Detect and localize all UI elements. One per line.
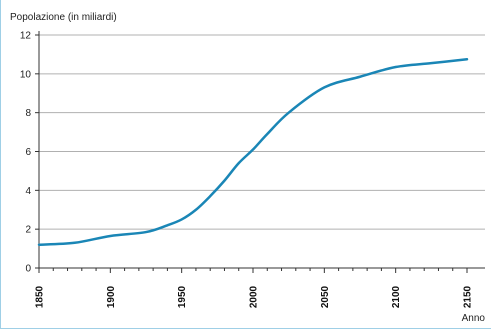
y-tick-label: 2 bbox=[25, 225, 31, 236]
grid-layer bbox=[39, 34, 485, 230]
x-tick-label: 1950 bbox=[177, 285, 188, 308]
x-axis-title: Anno bbox=[462, 313, 486, 324]
x-tick-label: 2000 bbox=[249, 285, 260, 308]
y-tick-label: 8 bbox=[25, 108, 31, 119]
y-tick-label: 12 bbox=[20, 31, 32, 42]
y-tick-label: 4 bbox=[25, 186, 31, 197]
y-tick-label: 0 bbox=[25, 264, 31, 275]
x-tick-label: 2050 bbox=[320, 285, 331, 308]
y-axis-title: Popolazione (in miliardi) bbox=[10, 12, 117, 23]
axis-layer bbox=[35, 31, 485, 273]
x-tick-label: 1850 bbox=[35, 285, 46, 308]
y-tick-label: 6 bbox=[25, 147, 31, 158]
series-layer bbox=[37, 58, 469, 246]
population-series-line bbox=[37, 58, 469, 246]
x-tick-label: 2150 bbox=[463, 285, 474, 308]
x-tick-label: 1900 bbox=[106, 285, 117, 308]
x-tick-label: 2100 bbox=[391, 285, 402, 308]
label-layer: 0 2 4 6 8 10 12 1850 1900 1950 2000 2050 2100 2150 bbox=[20, 31, 474, 309]
y-tick-label: 10 bbox=[20, 69, 32, 80]
